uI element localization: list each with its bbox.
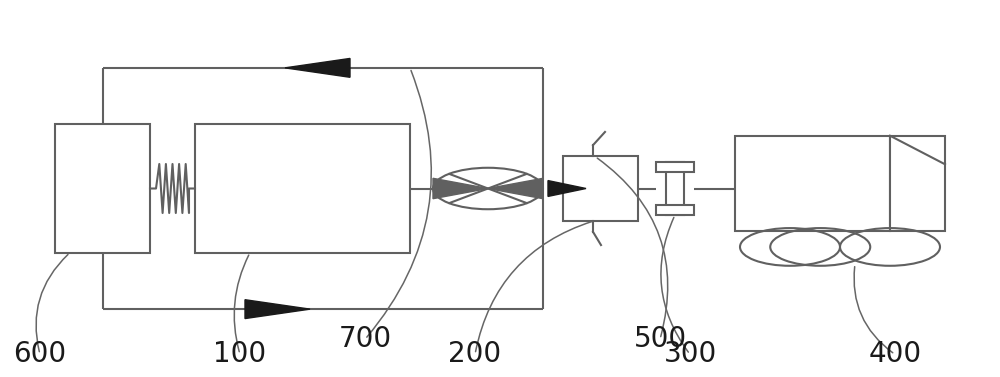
- Bar: [656, 162, 694, 172]
- Bar: [55, 124, 150, 253]
- Text: 400: 400: [868, 340, 922, 368]
- Bar: [195, 124, 410, 253]
- Text: 100: 100: [213, 340, 267, 368]
- Polygon shape: [245, 300, 310, 319]
- Text: 200: 200: [448, 340, 502, 368]
- Polygon shape: [433, 178, 488, 199]
- Bar: [890, 136, 945, 231]
- Bar: [563, 156, 638, 221]
- Bar: [735, 136, 890, 231]
- Polygon shape: [285, 58, 350, 77]
- Text: 700: 700: [338, 325, 392, 353]
- Text: 600: 600: [13, 340, 67, 368]
- Polygon shape: [488, 178, 543, 199]
- Polygon shape: [548, 181, 586, 196]
- Text: 500: 500: [633, 325, 687, 353]
- Text: 300: 300: [663, 340, 717, 368]
- Bar: [666, 162, 684, 215]
- Bar: [656, 205, 694, 215]
